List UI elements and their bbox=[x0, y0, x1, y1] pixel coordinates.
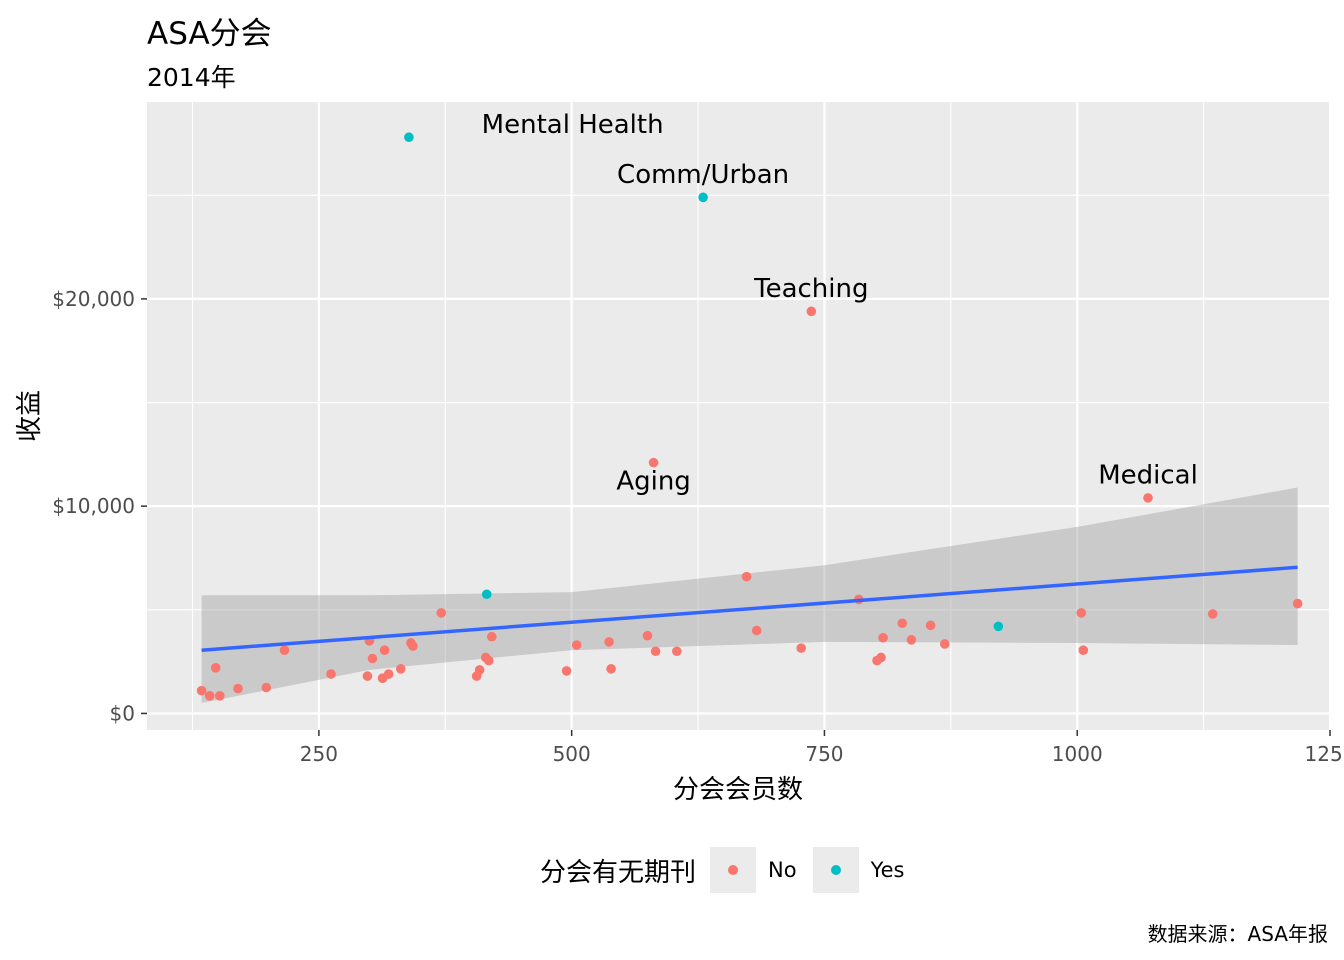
legend-dot-yes bbox=[830, 865, 841, 875]
point-labels: Mental Health Comm/Urban Teaching Aging Medi… bbox=[482, 110, 1198, 496]
point-no bbox=[279, 645, 290, 656]
point-no bbox=[233, 683, 243, 694]
point-label: Teaching bbox=[753, 274, 868, 304]
point-label: Medical bbox=[1098, 460, 1198, 490]
x-tick-label: 250 bbox=[300, 742, 338, 766]
trend-line bbox=[201, 565, 1298, 652]
y-axis: $0 $10,000 $20,000 bbox=[52, 287, 147, 725]
data-points bbox=[196, 132, 1303, 701]
point-no bbox=[1076, 608, 1087, 618]
point-no bbox=[326, 669, 336, 679]
point-no bbox=[383, 669, 394, 679]
point-no bbox=[261, 682, 272, 693]
legend-item-yes: Yes bbox=[812, 847, 915, 893]
point-no bbox=[1292, 598, 1303, 609]
point-no bbox=[878, 632, 888, 643]
legend-item-no: No bbox=[710, 847, 807, 893]
point-no bbox=[436, 608, 447, 618]
point-no bbox=[408, 641, 418, 651]
point-no bbox=[561, 666, 572, 676]
x-axis-title: 分会会员数 bbox=[673, 775, 803, 805]
point-no bbox=[604, 637, 614, 647]
point-no bbox=[362, 671, 373, 681]
chart-title: ASA分会 bbox=[147, 16, 272, 52]
point-no bbox=[806, 306, 817, 317]
point-no bbox=[379, 645, 390, 656]
x-axis: 250 500 750 1000 1250 bbox=[300, 730, 1344, 766]
point-no bbox=[642, 630, 653, 641]
x-tick-label: 1250 bbox=[1305, 742, 1344, 766]
legend-dot-no bbox=[728, 865, 739, 875]
point-no bbox=[486, 631, 497, 642]
point-yes bbox=[481, 589, 492, 600]
major-gridlines bbox=[147, 102, 1332, 730]
point-no bbox=[215, 691, 225, 701]
trend-line-path bbox=[201, 565, 1298, 652]
point-no bbox=[650, 646, 661, 657]
point-label: Aging bbox=[616, 467, 691, 497]
point-no bbox=[648, 457, 659, 468]
x-tick-label: 750 bbox=[805, 742, 843, 766]
point-yes bbox=[698, 192, 708, 203]
point-no bbox=[741, 571, 752, 582]
point-no bbox=[1207, 609, 1218, 619]
point-no bbox=[571, 640, 582, 650]
confidence-band-area bbox=[201, 487, 1298, 704]
chart-subtitle: 2014年 bbox=[147, 63, 236, 92]
point-no bbox=[796, 643, 806, 653]
legend-label-no: No bbox=[768, 858, 797, 882]
point-yes bbox=[404, 132, 414, 143]
point-no bbox=[876, 652, 886, 663]
point-no bbox=[483, 655, 494, 666]
x-tick-label: 1000 bbox=[1052, 742, 1103, 766]
point-label: Comm/Urban bbox=[617, 160, 789, 190]
point-no bbox=[606, 664, 616, 674]
y-axis-title: 收益 bbox=[15, 390, 45, 442]
point-no bbox=[939, 639, 950, 649]
legend: 分会有无期刊 No Yes bbox=[540, 846, 920, 894]
x-tick-label: 500 bbox=[553, 742, 591, 766]
point-no bbox=[210, 663, 221, 673]
plot-panel bbox=[147, 102, 1330, 730]
legend-key-no bbox=[710, 847, 757, 893]
y-tick-label: $0 bbox=[110, 701, 135, 725]
point-yes bbox=[993, 621, 1004, 632]
minor-gridlines bbox=[147, 102, 1330, 730]
point-no bbox=[1078, 645, 1089, 656]
point-label: Mental Health bbox=[482, 110, 664, 140]
point-no bbox=[1143, 493, 1153, 503]
point-no bbox=[395, 664, 406, 674]
y-tick-label: $10,000 bbox=[52, 494, 135, 518]
point-no bbox=[906, 635, 917, 645]
point-no bbox=[897, 618, 908, 629]
confidence-band bbox=[201, 487, 1298, 704]
point-no bbox=[751, 625, 762, 636]
point-no bbox=[672, 646, 682, 657]
point-no bbox=[196, 685, 207, 696]
caption: 数据来源：ASA年报 bbox=[1147, 922, 1328, 946]
legend-title: 分会有无期刊 bbox=[540, 857, 697, 888]
point-no bbox=[204, 691, 215, 701]
point-no bbox=[474, 665, 485, 675]
legend-key-yes bbox=[812, 847, 859, 893]
point-no bbox=[925, 620, 936, 631]
legend-label-yes: Yes bbox=[870, 858, 905, 882]
y-tick-label: $20,000 bbox=[52, 287, 135, 311]
point-no bbox=[367, 653, 378, 664]
